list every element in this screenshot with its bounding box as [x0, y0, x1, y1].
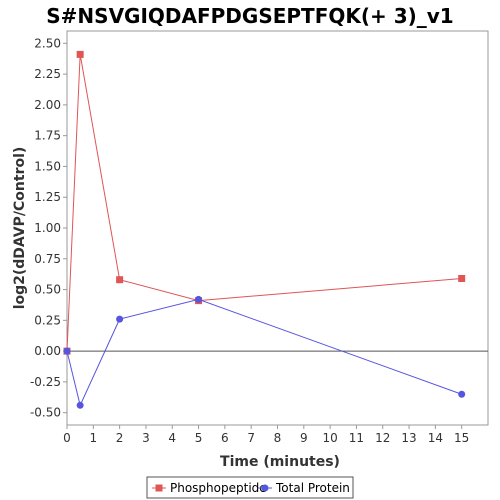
y-tick-label: 2.25	[34, 67, 61, 81]
legend-item: Total Protein	[258, 481, 350, 495]
x-tick-label: 10	[322, 431, 337, 445]
legend-label: Phosphopeptide	[170, 481, 267, 495]
y-tick-label: 1.00	[34, 221, 61, 235]
series-1	[63, 295, 466, 409]
plot-area	[66, 30, 489, 426]
y-tick-label: 0.00	[34, 344, 61, 358]
data-point	[458, 390, 466, 398]
x-tick-label: 3	[142, 431, 150, 445]
data-point	[76, 50, 84, 58]
x-tick-label: 4	[168, 431, 176, 445]
data-point	[116, 276, 124, 284]
x-axis: 0 1 2 3 4 5 6 7 8 9 10 11 12 13 14 15	[63, 425, 469, 445]
data-point	[116, 315, 124, 323]
y-tick-label: 0.75	[34, 252, 61, 266]
y-axis: -0.50 -0.25 0.00 0.25 0.50 0.75 1.00 1.25 1.50 1.…	[30, 36, 67, 420]
x-tick-label: 8	[274, 431, 282, 445]
chart-title: S#NSVGIQDAFPDGSEPTFQK(+ 3)_v1	[46, 4, 453, 28]
legend-label: Total Protein	[275, 481, 350, 495]
y-tick-label: -0.25	[30, 375, 61, 389]
y-tick-label: 1.50	[34, 159, 61, 173]
x-tick-label: 15	[454, 431, 469, 445]
data-point	[76, 401, 84, 409]
x-tick-label: 13	[401, 431, 416, 445]
legend: Phosphopeptide Total Protein	[146, 476, 354, 499]
x-tick-label: 14	[428, 431, 443, 445]
y-tick-label: 1.75	[34, 129, 61, 143]
y-tick-label: 2.00	[34, 98, 61, 112]
y-tick-label: 0.25	[34, 313, 61, 327]
x-tick-label: 2	[116, 431, 124, 445]
legend-item: Phosphopeptide	[152, 481, 267, 495]
data-point	[458, 274, 466, 282]
y-tick-label: -0.50	[30, 406, 61, 420]
y-tick-label: 1.25	[34, 190, 61, 204]
y-axis-label: log2(dDAVP/Control)	[12, 147, 28, 310]
data-point	[63, 347, 71, 355]
legend-marker	[261, 484, 269, 492]
series-layer	[63, 50, 466, 409]
x-tick-label: 6	[221, 431, 229, 445]
y-tick-label: 2.50	[34, 36, 61, 50]
legend-box	[146, 476, 354, 499]
x-tick-label: 1	[89, 431, 97, 445]
x-tick-label: 5	[195, 431, 203, 445]
y-tick-label: 0.50	[34, 283, 61, 297]
data-point	[195, 295, 203, 303]
x-tick-label: 7	[247, 431, 255, 445]
x-tick-label: 9	[300, 431, 308, 445]
x-tick-label: 0	[63, 431, 71, 445]
legend-marker	[155, 484, 163, 492]
x-tick-label: 12	[375, 431, 390, 445]
x-axis-label: Time (minutes)	[220, 454, 340, 470]
x-tick-label: 11	[349, 431, 364, 445]
